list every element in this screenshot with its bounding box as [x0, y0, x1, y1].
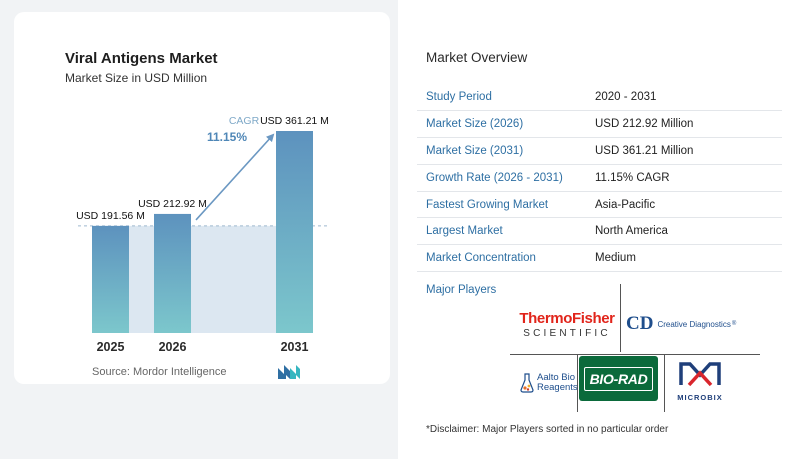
cagr-value: 11.15% [207, 130, 247, 144]
microbix-name: MICROBIX [677, 393, 723, 402]
row-value: USD 212.92 Million [595, 118, 694, 131]
players-logo-grid [510, 284, 760, 412]
microbix-mark-icon [679, 362, 721, 387]
cd-registered-mark: ® [731, 321, 737, 327]
source-note: Source: Mordor Intelligence [92, 366, 227, 378]
grid-divider [620, 284, 621, 352]
thermo-fisher-logo: ThermoFisher SCIENTIFIC [517, 310, 617, 339]
flask-icon [520, 373, 534, 393]
overview-title: Market Overview [426, 50, 528, 65]
row-label: Study Period [426, 91, 492, 104]
aalto-name-line1: Aalto Bio [537, 372, 576, 383]
table-row: Market Size (2031) USD 361.21 Million [417, 138, 782, 165]
bar-value-label: USD 212.92 M [138, 198, 207, 210]
table-row: Market Size (2026) USD 212.92 Million [417, 111, 782, 138]
table-row: Market Concentration Medium [417, 245, 782, 272]
disclaimer-note: *Disclaimer: Major Players sorted in no … [426, 424, 669, 435]
row-value: USD 361.21 Million [595, 144, 694, 157]
category-tick-label: 2031 [281, 340, 309, 354]
bio-rad-logo: BIO-RAD [579, 356, 658, 401]
bar-value-label: USD 361.21 M [260, 115, 329, 127]
major-players-title: Major Players [426, 284, 497, 296]
reference-band [129, 225, 276, 333]
bar-chart: USD 191.56 M 2025 USD 212.92 M 2026 USD 361.… [76, 115, 330, 354]
row-label: Market Size (2026) [426, 118, 524, 131]
cagr-label: CAGR [229, 115, 260, 127]
mordor-intelligence-logo-icon [278, 365, 300, 379]
category-tick-label: 2025 [97, 340, 125, 354]
row-value: Medium [595, 252, 636, 265]
thermo-fisher-name: ThermoFisher [519, 310, 615, 327]
row-value: North America [595, 225, 668, 238]
chart-subtitle: Market Size in USD Million [65, 71, 208, 85]
aalto-bio-reagents-logo: Aalto Bio Reagents [519, 373, 578, 393]
grid-divider [510, 354, 760, 355]
row-label: Fastest Growing Market [426, 198, 549, 211]
row-label: Market Concentration [426, 252, 536, 265]
row-label: Largest Market [426, 225, 503, 238]
row-label: Growth Rate (2026 - 2031) [426, 171, 563, 184]
cd-mark: CD [626, 313, 654, 334]
overview-table: Study Period 2020 - 2031 Market Size (202… [417, 84, 782, 272]
microbix-logo: MICROBIX [670, 361, 730, 402]
row-label: Market Size (2031) [426, 144, 524, 157]
row-value: 2020 - 2031 [595, 91, 657, 104]
bar-2026 [154, 213, 191, 333]
table-row: Study Period 2020 - 2031 [417, 84, 782, 111]
grid-divider [664, 354, 665, 412]
thermo-fisher-subname: SCIENTIFIC [523, 328, 611, 339]
cd-name: Creative Diagnostics [657, 319, 731, 329]
row-value: 11.15% CAGR [595, 171, 670, 184]
table-row: Largest Market North America [417, 218, 782, 245]
row-value: Asia-Pacific [595, 198, 656, 211]
creative-diagnostics-logo: CD Creative Diagnostics ® [626, 313, 736, 335]
bio-rad-name: BIO-RAD [583, 366, 654, 391]
bar-value-label: USD 191.56 M [76, 210, 145, 222]
aalto-name-line2: Reagents [537, 382, 578, 393]
table-row: Fastest Growing Market Asia-Pacific [417, 191, 782, 218]
grid-divider [577, 354, 578, 412]
bar-2031 [276, 131, 313, 333]
table-row: Growth Rate (2026 - 2031) 11.15% CAGR [417, 164, 782, 192]
bar-2025 [92, 225, 129, 333]
category-tick-label: 2026 [159, 340, 187, 354]
cagr-arrow [195, 133, 275, 221]
chart-title: Viral Antigens Market [65, 50, 218, 67]
